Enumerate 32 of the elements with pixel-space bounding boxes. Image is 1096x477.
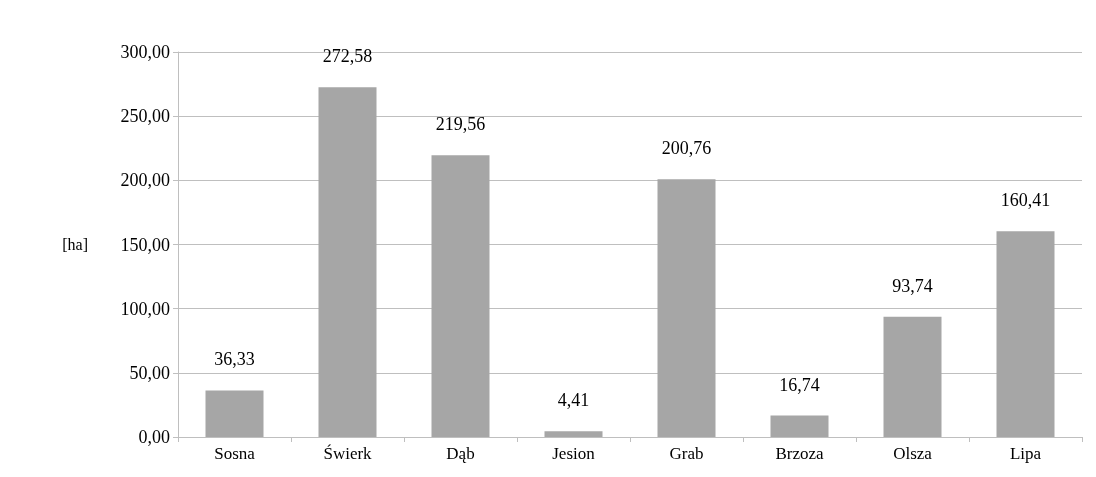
x-tick-label: Lipa [1009, 444, 1042, 463]
x-tick-label: Dąb [446, 444, 475, 463]
data-label: 160,41 [1000, 190, 1051, 211]
y-tick-label: 250,00 [120, 106, 170, 127]
bar [996, 231, 1055, 437]
y-tick-label: 300,00 [120, 42, 170, 62]
y-tick-label: 200,00 [120, 170, 170, 191]
bar [883, 316, 942, 437]
data-label: 200,76 [661, 138, 712, 159]
y-axis-title: [ha] [62, 236, 88, 253]
x-tick-label: Olsza [893, 444, 933, 463]
data-label: 219,56 [435, 114, 486, 135]
x-tick-label: Jesion [552, 444, 596, 463]
x-tick-label: Brzoza [775, 444, 825, 463]
data-label: 93,74 [892, 275, 933, 296]
x-tick-label: Świerk [323, 444, 373, 463]
data-label: 272,58 [322, 46, 373, 67]
bar [205, 390, 264, 437]
y-tick-label: 50,00 [129, 362, 170, 383]
bar [318, 87, 377, 437]
y-tick-label: 100,00 [120, 298, 170, 319]
data-label: 16,74 [779, 374, 820, 395]
y-tick-label: 0,00 [138, 427, 170, 447]
data-label: 36,33 [214, 349, 255, 370]
x-tick-label: Grab [669, 444, 704, 463]
y-tick-label: 150,00 [120, 234, 170, 255]
bar [431, 155, 490, 437]
bar [770, 415, 829, 437]
x-tick-label: Sosna [214, 444, 256, 463]
data-label: 4,41 [557, 390, 590, 411]
bar [544, 431, 603, 437]
bar [657, 179, 716, 437]
